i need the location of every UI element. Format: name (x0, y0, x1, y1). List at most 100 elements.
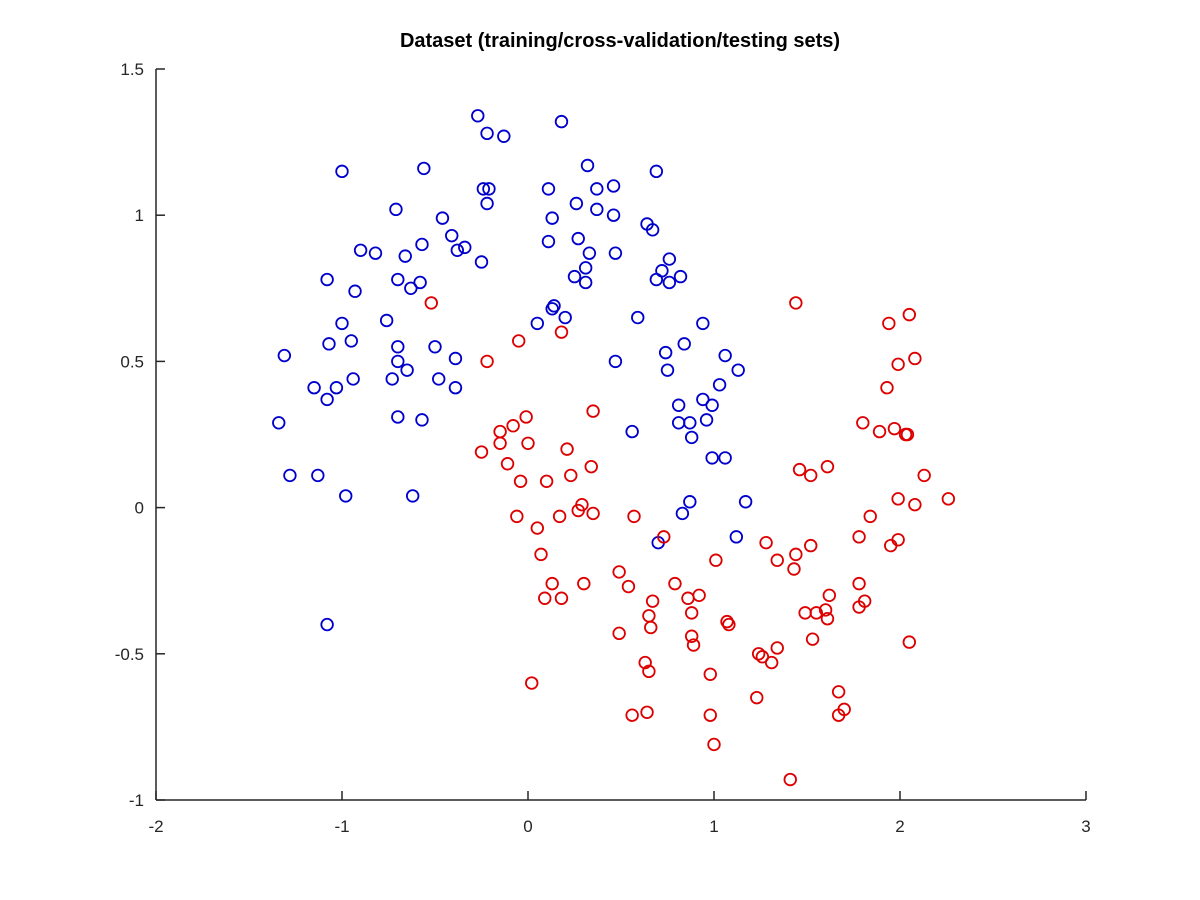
data-point-blue (417, 161, 431, 176)
data-point-red (686, 638, 701, 652)
data-point-red (707, 737, 721, 752)
data-point-red (856, 416, 870, 430)
data-point-blue (339, 489, 353, 503)
data-point-red (627, 509, 641, 524)
data-point-blue (658, 345, 673, 360)
data-point-red (621, 579, 636, 594)
data-point-red (644, 620, 658, 635)
data-point-red (789, 547, 803, 562)
data-point-red (902, 635, 917, 649)
data-point-blue (404, 281, 418, 296)
data-point-red (493, 424, 507, 439)
data-point-blue (625, 424, 639, 439)
data-point-blue (677, 337, 691, 351)
data-point-red (612, 626, 626, 641)
data-point-blue (699, 413, 714, 427)
data-point-blue (649, 164, 664, 179)
data-point-blue (718, 348, 732, 363)
data-point-blue (671, 416, 686, 430)
data-point-blue (329, 381, 344, 395)
data-point-red (703, 667, 717, 681)
data-point-red (882, 316, 896, 331)
data-point-blue (571, 231, 585, 246)
data-point-red (684, 606, 699, 620)
data-point-red (900, 427, 915, 442)
data-point-red (852, 530, 866, 544)
data-points (272, 109, 956, 787)
data-point-red (642, 664, 656, 679)
data-point-blue (405, 489, 420, 503)
data-point-red (642, 609, 656, 623)
data-point-red (891, 492, 905, 506)
data-point-red (638, 655, 652, 670)
y-tick-label: 1.5 (120, 60, 144, 79)
y-tick-label: 0 (135, 499, 144, 518)
data-point-blue (482, 182, 496, 196)
data-point-blue (530, 316, 545, 331)
data-point-red (513, 474, 528, 488)
data-point-blue (705, 451, 719, 465)
data-point-red (519, 410, 533, 424)
data-point-blue (368, 246, 383, 260)
data-point-red (493, 436, 507, 450)
data-point-red (880, 381, 894, 395)
axes (155, 69, 1086, 801)
ticks: -2 -1 0 1 2 3-1-0.500.511.5 (115, 60, 1091, 836)
data-point-blue (458, 240, 472, 255)
data-point-red (804, 538, 818, 553)
data-point-blue (311, 468, 325, 483)
x-tick-label: -2 (148, 817, 163, 836)
data-point-blue (348, 284, 362, 298)
data-point-blue (696, 392, 710, 407)
data-point-red (500, 457, 515, 471)
data-point-red (564, 468, 578, 483)
data-point-red (759, 535, 773, 550)
data-point-blue (272, 416, 286, 430)
data-point-red (506, 419, 520, 433)
data-point-red (554, 325, 569, 339)
data-point-blue (729, 530, 744, 544)
data-point-red (612, 565, 626, 579)
data-point-red (831, 685, 846, 699)
data-point-blue (480, 196, 494, 211)
data-point-red (852, 576, 866, 591)
data-point-blue (480, 126, 494, 141)
data-point-red (891, 533, 905, 547)
data-point-blue (606, 208, 621, 222)
x-tick-label: 1 (709, 817, 718, 836)
data-point-blue (471, 109, 485, 123)
data-point-red (902, 307, 917, 322)
data-point-red (692, 588, 706, 603)
data-point-red (908, 497, 922, 512)
data-point-blue (353, 243, 368, 257)
data-point-blue (554, 114, 569, 129)
data-point-blue (673, 269, 688, 284)
data-point-red (750, 690, 764, 705)
data-point-red (805, 632, 820, 646)
data-point-blue (474, 255, 489, 269)
data-point-blue (712, 378, 727, 392)
data-point-red (684, 629, 699, 643)
data-point-blue (541, 234, 556, 249)
data-point-blue (731, 363, 745, 377)
data-point-blue (631, 310, 645, 325)
data-point-blue (476, 182, 491, 196)
data-point-red (480, 354, 494, 369)
data-point-red (512, 334, 526, 348)
data-point-red (625, 708, 639, 722)
data-point-red (424, 296, 438, 310)
data-point-blue (445, 228, 459, 243)
data-point-red (722, 617, 736, 632)
data-point-blue (497, 129, 511, 143)
data-point-blue (578, 261, 593, 275)
data-point-blue (415, 237, 429, 252)
data-point-red (584, 459, 598, 474)
data-point-red (764, 655, 779, 670)
data-point-blue (671, 398, 686, 412)
data-point-blue (660, 363, 675, 377)
data-point-blue (320, 392, 334, 407)
data-point-blue (582, 246, 597, 260)
data-point-red (538, 591, 552, 605)
y-tick-label: 0.5 (120, 352, 144, 371)
data-point-blue (590, 182, 604, 196)
